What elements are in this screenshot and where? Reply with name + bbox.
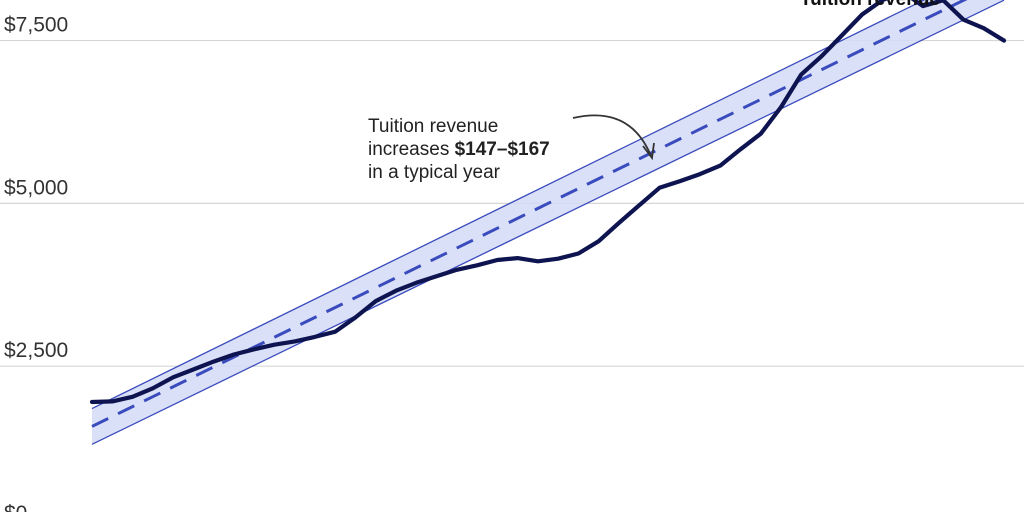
- series-lines: [89, 0, 1007, 405]
- trend-band-lower-edge: [91, 0, 1005, 445]
- annotation-line-2-bold: $147–$167: [455, 139, 550, 160]
- annotation-line-3: in a typical year: [368, 162, 501, 183]
- annotation-line-2-prefix: increases: [368, 139, 455, 160]
- grid-lines: [0, 39, 1024, 367]
- y-axis-tick-labels: $0 $2,500 $5,000 $7,500: [4, 14, 68, 512]
- annotation-line-1: Tuition revenue: [368, 116, 498, 137]
- y-tick-label-5000: $5,000: [4, 176, 68, 199]
- y-tick-label-2500: $2,500: [4, 339, 68, 362]
- annotation-line-2: increases $147–$167: [368, 139, 550, 160]
- trend-center-line: [91, 0, 968, 428]
- series-line-0: [89, 0, 1007, 405]
- y-tick-label-7500: $7,500: [4, 14, 68, 37]
- annotation-arrow: [572, 114, 652, 157]
- annotation-arrowhead: [642, 142, 655, 161]
- trend-line-group: [91, 0, 968, 428]
- y-tick-label-0: $0: [4, 502, 27, 512]
- trend-band-upper-edge: [91, 0, 926, 410]
- series-label-tuition-revenue: Tuition revenue: [800, 0, 940, 10]
- trend-band: [91, 0, 1005, 445]
